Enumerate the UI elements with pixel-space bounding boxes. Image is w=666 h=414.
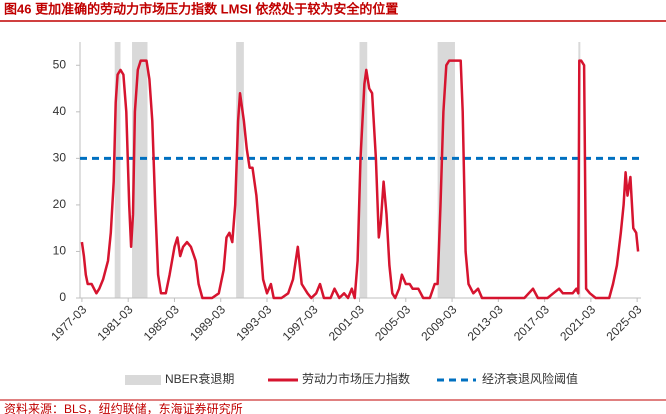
x-tick-label: 1985-03 [141,302,182,343]
recession-band [114,42,121,298]
y-tick-label: 0 [59,290,66,304]
y-tick-label: 50 [53,57,67,71]
legend-label: 经济衰退风险阈值 [482,371,578,386]
x-tick-label: 1981-03 [95,302,136,343]
y-tick-label: 40 [53,104,67,118]
x-tick-label: 2013-03 [465,302,506,343]
x-tick-label: 2017-03 [511,302,552,343]
y-tick-label: 30 [53,151,67,165]
chart-title: 图46 更加准确的劳动力市场压力指数 LMSI 依然处于较为安全的位置 [4,1,398,16]
x-tick-label: 1997-03 [280,302,321,343]
source: 资料来源：BLS，纽约联储，东海证券研究所 [4,401,243,414]
legend-swatch [125,375,161,385]
x-tick-label: 1977-03 [48,302,89,343]
x-tick-label: 2021-03 [557,302,598,343]
legend-label: 劳动力市场压力指数 [302,371,410,386]
x-tick-label: 2025-03 [603,302,644,343]
x-tick-label: 2005-03 [372,302,413,343]
x-tick-label: 2009-03 [418,302,459,343]
data-line [80,59,640,300]
x-tick-label: 1989-03 [187,302,228,343]
recession-band [437,42,455,298]
recession-band [236,42,244,298]
recession-band [359,42,368,298]
y-tick-label: 20 [53,197,67,211]
x-tick-label: 2001-03 [326,302,367,343]
legend-label: NBER衰退期 [165,371,234,386]
y-tick-label: 10 [53,244,67,258]
x-tick-label: 1993-03 [233,302,274,343]
